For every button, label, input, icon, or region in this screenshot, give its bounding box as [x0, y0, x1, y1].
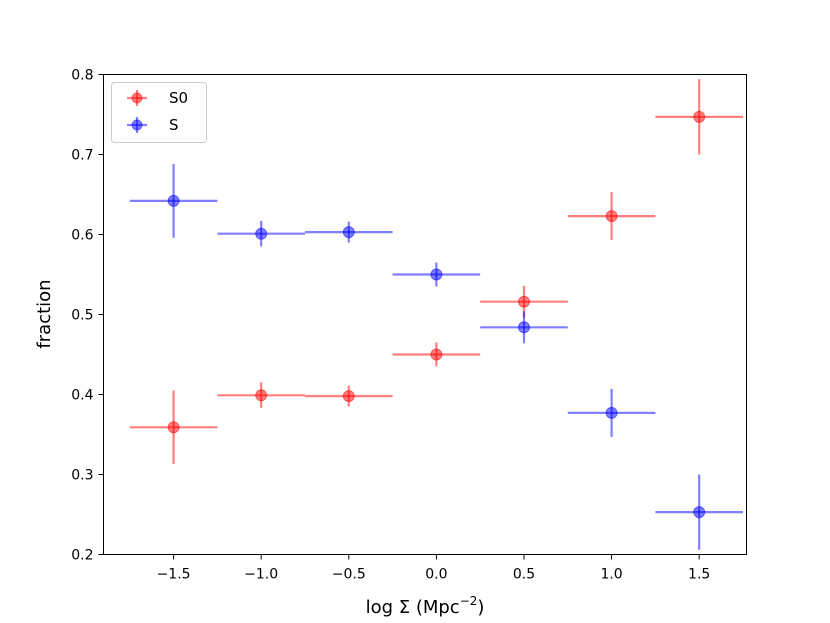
- x-tick-label: 1.0: [600, 567, 622, 583]
- y-tick-label: 0.2: [71, 548, 93, 564]
- x-tick-label: −0.5: [332, 567, 366, 583]
- x-tick-label: 1.5: [688, 567, 710, 583]
- data-layer: [129, 79, 743, 550]
- x-axis-label: log Σ (Mpc−2): [366, 594, 485, 618]
- data-point-s: [430, 268, 443, 281]
- legend-marker-dot: [131, 119, 143, 131]
- data-point-s0: [167, 421, 180, 434]
- data-point-s: [342, 226, 355, 239]
- data-point-s: [693, 506, 706, 519]
- data-point-s: [605, 406, 618, 419]
- y-axis-label: fraction: [34, 279, 55, 348]
- x-axis-label-superscript: −2: [460, 594, 478, 608]
- x-tick-label: 0.0: [425, 567, 447, 583]
- data-point-s: [517, 321, 530, 334]
- y-axis-ticks: 0.2 0.3 0.4 0.5 0.6 0.7 0.8: [71, 68, 104, 564]
- data-point-s: [255, 227, 268, 240]
- y-tick-label: 0.6: [71, 228, 93, 244]
- legend-entry-s0: S0: [127, 89, 188, 107]
- x-axis-ticks: −1.5 −1.0 −0.5 0.0 0.5 1.0 1.5: [157, 554, 710, 583]
- data-point-s: [167, 194, 180, 207]
- legend: S0 S: [111, 82, 207, 143]
- legend-label-s: S: [169, 116, 179, 134]
- data-point-s0: [430, 348, 443, 361]
- data-point-s0: [693, 110, 706, 123]
- series-s: [129, 164, 743, 550]
- data-point-s0: [342, 390, 355, 403]
- x-tick-label: 0.5: [513, 567, 535, 583]
- data-point-s0: [517, 295, 530, 308]
- legend-entries: S0 S: [127, 89, 188, 134]
- y-tick-label: 0.4: [71, 388, 93, 404]
- legend-box: [111, 82, 207, 143]
- x-tick-label: −1.5: [157, 567, 191, 583]
- legend-entry-s: S: [127, 116, 179, 134]
- data-point-s0: [255, 389, 268, 402]
- legend-label-s0: S0: [169, 89, 188, 107]
- y-tick-label: 0.8: [71, 68, 93, 84]
- y-tick-label: 0.5: [71, 308, 93, 324]
- data-point-s0: [605, 210, 618, 223]
- y-tick-label: 0.3: [71, 468, 93, 484]
- x-tick-label: −1.0: [244, 567, 278, 583]
- y-tick-label: 0.7: [71, 148, 93, 164]
- legend-marker-dot: [131, 92, 143, 104]
- series-s0: [129, 79, 743, 465]
